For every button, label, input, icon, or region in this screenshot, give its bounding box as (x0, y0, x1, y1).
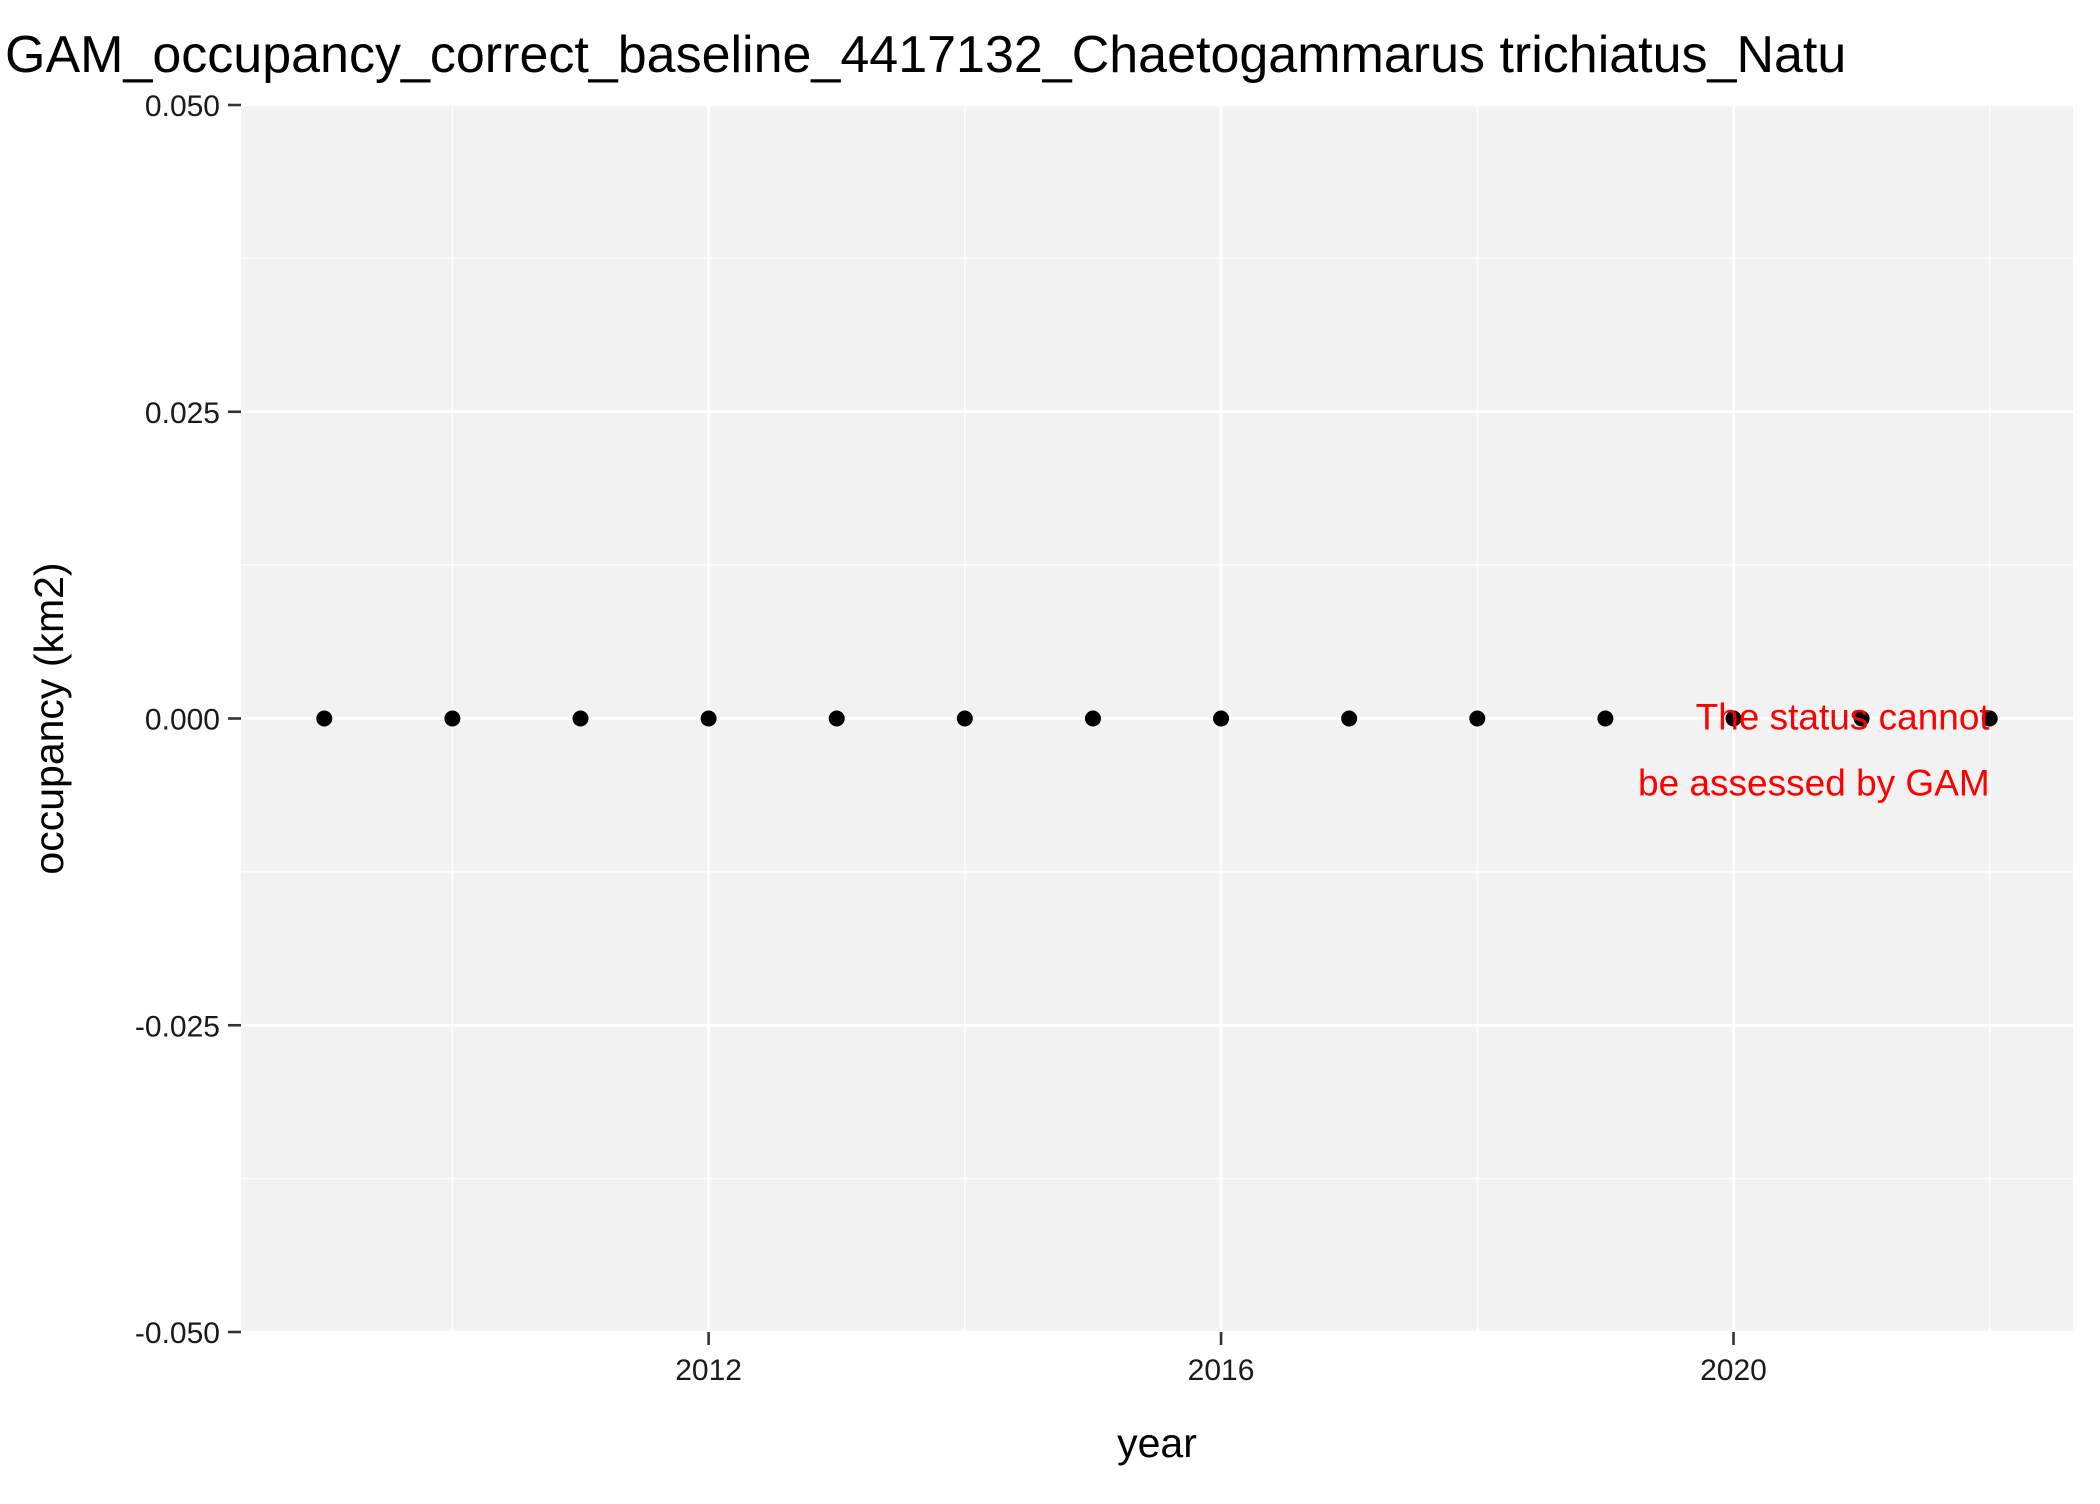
y-tick-label: -0.050 (135, 1317, 220, 1350)
annotation-line: The status cannot (1696, 697, 1991, 738)
y-tick-label: 0.000 (145, 704, 220, 737)
y-tick-label: -0.025 (135, 1010, 220, 1043)
status-annotation: The status cannot be assessed by GAM (1638, 697, 1990, 804)
data-point (1341, 710, 1358, 727)
annotation-line: be assessed by GAM (1638, 763, 1990, 804)
x-axis: 2012 2016 2020 (675, 1332, 1767, 1387)
y-tick-label: 0.050 (145, 90, 220, 123)
data-point (700, 710, 717, 727)
data-points (316, 710, 1998, 727)
data-point (1597, 710, 1614, 727)
data-point (1853, 710, 1870, 727)
data-point (1084, 710, 1101, 727)
data-point (316, 710, 333, 727)
data-point (572, 710, 589, 727)
data-point (956, 710, 973, 727)
y-axis-label: occupancy (km2) (26, 562, 72, 874)
chart-title: GAM_occupancy_correct_baseline_4417132_C… (5, 26, 1846, 84)
x-tick-label: 2020 (1700, 1354, 1767, 1387)
data-point (1725, 710, 1742, 727)
x-tick-label: 2012 (675, 1354, 742, 1387)
y-tick-label: 0.025 (145, 397, 220, 430)
data-point (1469, 710, 1486, 727)
data-point (444, 710, 461, 727)
x-tick-label: 2016 (1188, 1354, 1255, 1387)
y-axis: 0.050 0.025 0.000 -0.025 -0.050 (135, 90, 241, 1350)
data-point (1213, 710, 1230, 727)
x-axis-label: year (1117, 1420, 1197, 1466)
data-point (1981, 710, 1998, 727)
data-point (828, 710, 845, 727)
